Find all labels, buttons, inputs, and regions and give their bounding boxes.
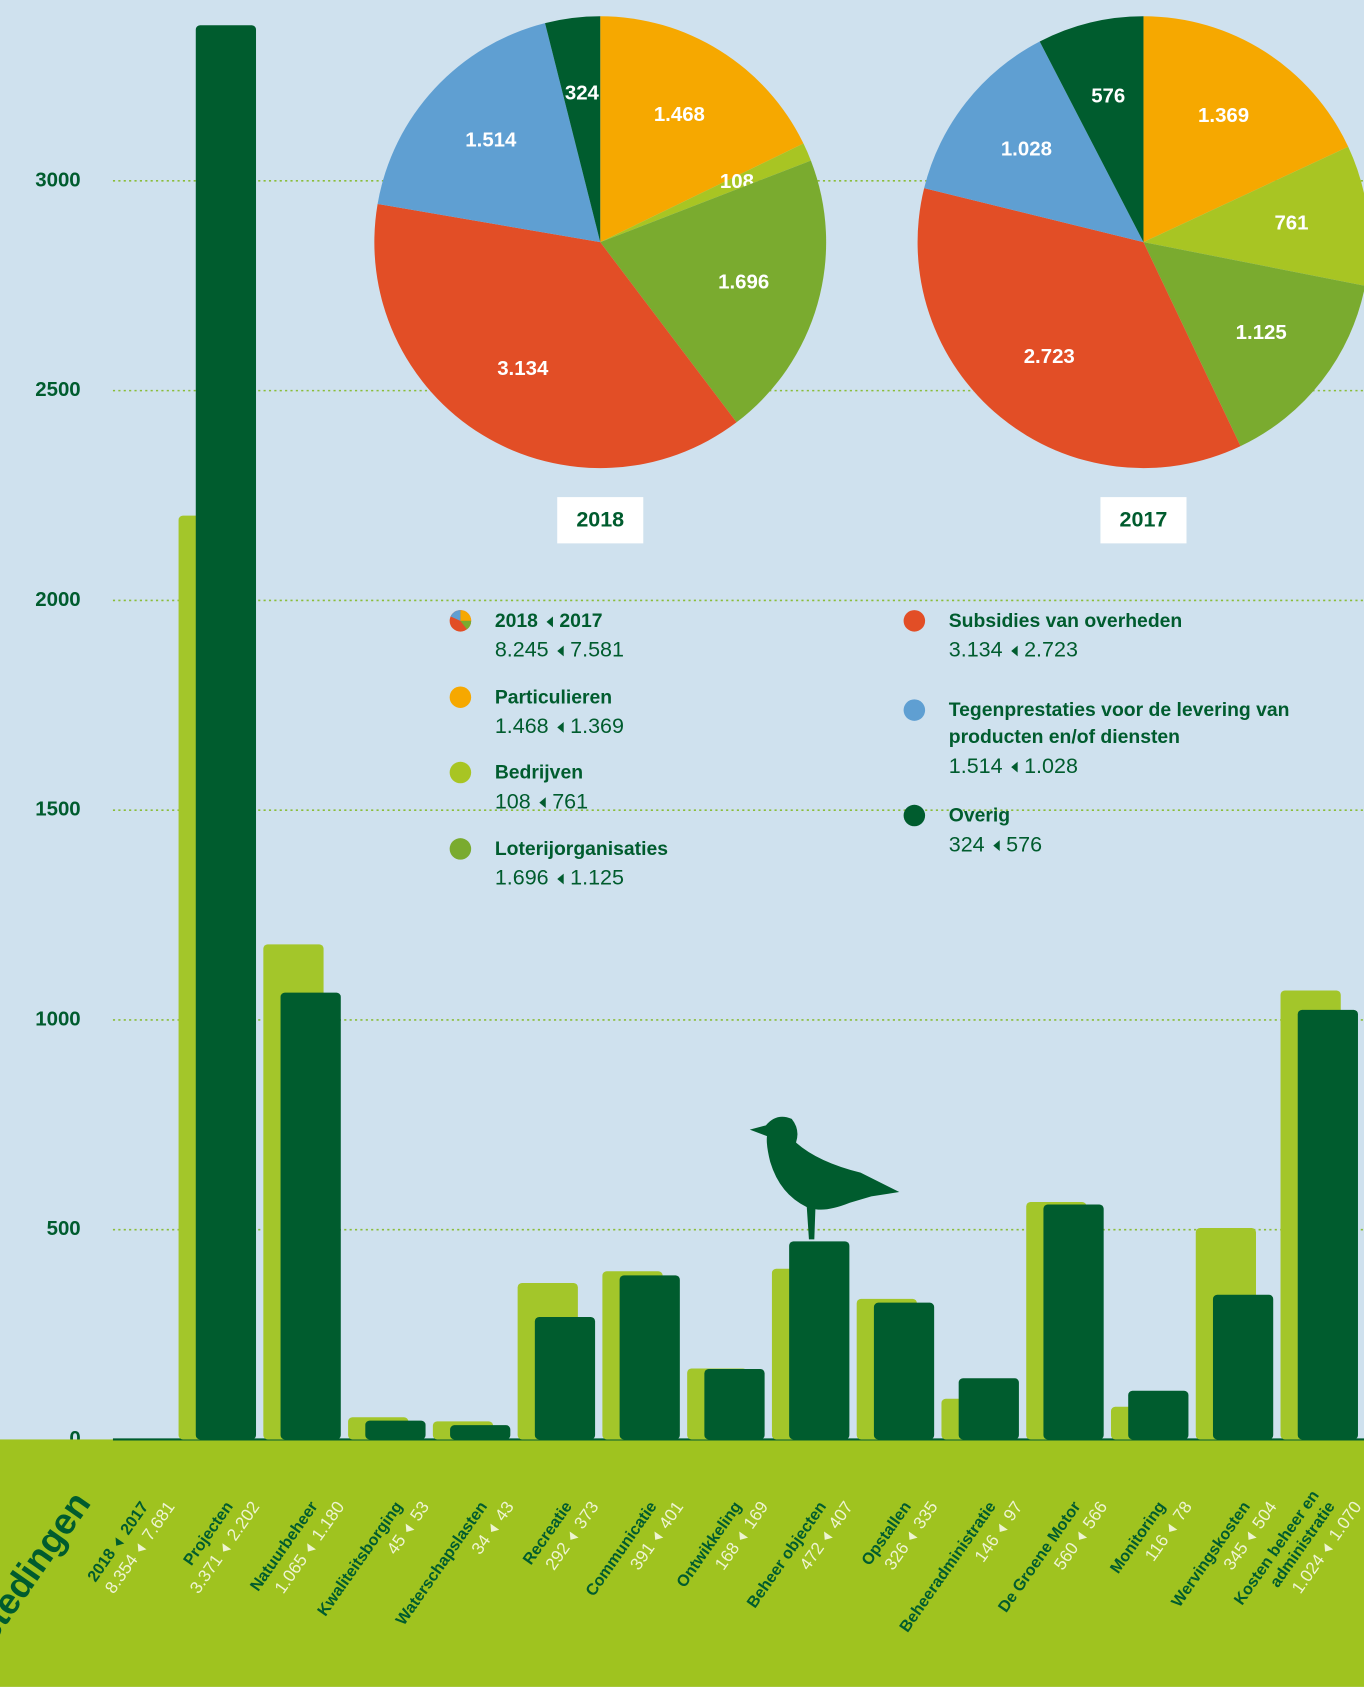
slice-label: 1.696 xyxy=(718,271,769,293)
bar-2018 xyxy=(704,1369,764,1439)
legend-marker xyxy=(904,699,926,721)
legend-label: Loterijorganisaties xyxy=(495,838,668,860)
legend-marker xyxy=(450,686,472,708)
bar-2018 xyxy=(281,993,341,1440)
value-label: 1.125 xyxy=(570,866,624,890)
value-label: 7.581 xyxy=(570,638,624,662)
value-label: 1.468 xyxy=(495,714,549,738)
slice-label: 2.723 xyxy=(1024,346,1075,368)
y-tick-label: 500 xyxy=(47,1218,81,1240)
slice-label: 1.369 xyxy=(1198,105,1249,127)
value-label: 1.028 xyxy=(1024,754,1078,778)
slice-label: 1.028 xyxy=(1001,138,1052,160)
legend-label: Particulieren xyxy=(495,686,612,708)
value-label: 1.696 xyxy=(495,866,549,890)
bar-2018 xyxy=(535,1317,595,1440)
chart: 050010001500200025003000 Bestedingen 1.4… xyxy=(0,0,1364,1687)
slice-label: 3.134 xyxy=(497,358,549,380)
bar-2018 xyxy=(959,1378,1019,1439)
y-tick-label: 2000 xyxy=(35,589,80,611)
value-label: 3.134 xyxy=(949,638,1003,662)
legend-marker xyxy=(450,838,472,860)
slice-label: 576 xyxy=(1091,86,1125,108)
slice-label: 1.468 xyxy=(654,104,705,126)
legend-label: Overig xyxy=(949,805,1010,827)
bar-2018 xyxy=(1213,1295,1273,1440)
pie-title: 2017 xyxy=(1120,507,1168,531)
bar-2018 xyxy=(789,1241,849,1439)
page: {"chart_data":[ {"type":"pie", "categori… xyxy=(0,0,1364,1687)
slice-label: 761 xyxy=(1274,213,1308,235)
legend-icon xyxy=(450,610,472,632)
bar-2018 xyxy=(1043,1205,1103,1440)
value-label: 2018 xyxy=(495,610,538,632)
y-tick-label: 1000 xyxy=(35,1008,80,1030)
legend-marker xyxy=(904,805,926,827)
value-label: 2.723 xyxy=(1024,638,1078,662)
slice-label: 1.125 xyxy=(1236,322,1287,344)
y-tick-label: 3000 xyxy=(35,169,80,191)
value-label: 2017 xyxy=(559,610,602,632)
legend-marker xyxy=(904,610,926,632)
value-label: 1.514 xyxy=(949,754,1003,778)
slice-label: 324 xyxy=(565,83,600,105)
legend-label: Subsidies van overheden xyxy=(949,610,1182,632)
y-tick-label: 1500 xyxy=(35,799,80,821)
value-label: 1.369 xyxy=(570,714,624,738)
pie-title: 2018 xyxy=(576,507,624,531)
value-label: 8.245 xyxy=(495,638,549,662)
value-label: 761 xyxy=(552,789,588,813)
bar-2018 xyxy=(620,1275,680,1439)
value-label: 576 xyxy=(1006,832,1042,856)
bar-2018 xyxy=(1298,1010,1358,1440)
bar-2018 xyxy=(1128,1391,1188,1440)
value-label: 324 xyxy=(949,832,985,856)
value-label: 108 xyxy=(495,789,531,813)
y-tick-label: 2500 xyxy=(35,379,80,401)
slice-label: 1.514 xyxy=(465,129,517,151)
bar-2018 xyxy=(874,1303,934,1440)
legend-marker xyxy=(450,762,472,784)
bar-2018 xyxy=(196,25,256,1439)
bar-2018 xyxy=(450,1425,510,1439)
bar-2018 xyxy=(365,1421,425,1440)
legend-label: Bedrijven xyxy=(495,762,583,784)
